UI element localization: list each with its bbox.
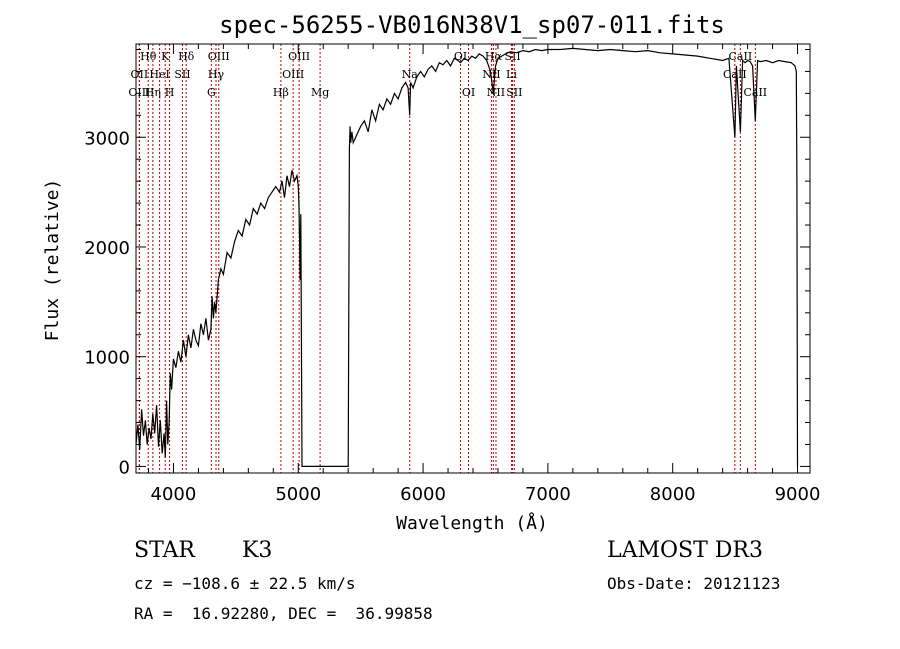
line-marker-label-12: Hβ — [273, 86, 289, 99]
line-marker-label-18: OI — [462, 86, 475, 99]
x-tick-label-4: 8000 — [650, 484, 696, 505]
line-marker-label-8: SII — [174, 68, 190, 81]
line-marker-label-21: NII — [487, 86, 505, 99]
y-tick-label-2: 2000 — [84, 238, 130, 259]
line-marker-label-3: K — [161, 50, 170, 63]
subclass: K3 — [242, 538, 273, 563]
line-marker-label-17: OI — [454, 50, 467, 63]
y-tick-label-0: 0 — [119, 457, 130, 478]
y-axis: 0 1000 2000 3000 — [84, 48, 810, 478]
line-marker-label-5: Hη — [145, 86, 161, 99]
line-marker-label-4: HeI — [149, 68, 169, 81]
chart-title: spec-56255-VB016N38V1_sp07-011.fits — [219, 11, 725, 39]
line-marker-label-26: CaII — [723, 68, 747, 81]
line-marker-label-1: OII — [131, 68, 149, 81]
line-marker-label-14: OIII — [282, 68, 304, 81]
y-tick-label-3: 3000 — [84, 128, 130, 149]
line-marker-label-7: Hδ — [178, 50, 195, 63]
spectrum-line-0 — [135, 47, 799, 467]
line-marker-label-27: CaII — [743, 86, 767, 99]
x-tick-label-2: 6000 — [400, 484, 446, 505]
object-class: STAR — [134, 538, 195, 563]
x-axis-label: Wavelength (Å) — [396, 512, 548, 534]
line-marker-label-23: Li — [506, 68, 517, 81]
plot-frame — [135, 43, 811, 474]
line-marker-label-6: H — [165, 86, 175, 99]
obs-date: Obs-Date: 20121123 — [607, 574, 781, 593]
line-markers: Hθ OII OIII K HeI Hη H Hδ SII OIII Hγ G Hβ OIII OIII Mg… — [128, 44, 767, 473]
x-tick-label-3: 7000 — [525, 484, 571, 505]
survey-name: LAMOST DR3 — [607, 538, 763, 563]
x-tick-label-1: 5000 — [275, 484, 321, 505]
line-marker-label-13: OIII — [288, 50, 310, 63]
line-marker-label-11: G — [207, 86, 216, 99]
line-marker-label-2: OIII — [128, 86, 150, 99]
coordinates: RA = 16.92280, DEC = 36.99858 — [134, 604, 433, 623]
line-marker-label-24: SII — [506, 86, 522, 99]
line-marker-label-15: Mg — [311, 86, 329, 99]
y-tick-label-1: 1000 — [84, 348, 130, 369]
line-marker-label-0: Hθ — [140, 50, 157, 63]
line-marker-label-9: OIII — [208, 50, 230, 63]
redshift-velocity: cz = −108.6 ± 22.5 km/s — [134, 574, 356, 593]
line-marker-label-16: Na — [402, 68, 419, 81]
x-tick-label-0: 4000 — [151, 484, 197, 505]
x-axis: 4000 5000 6000 7000 8000 9000 — [147, 44, 821, 505]
x-tick-label-5: 9000 — [775, 484, 821, 505]
spectrum-series — [135, 47, 799, 467]
y-axis-label: Flux (relative) — [42, 179, 63, 342]
line-marker-label-10: Hγ — [208, 68, 225, 81]
